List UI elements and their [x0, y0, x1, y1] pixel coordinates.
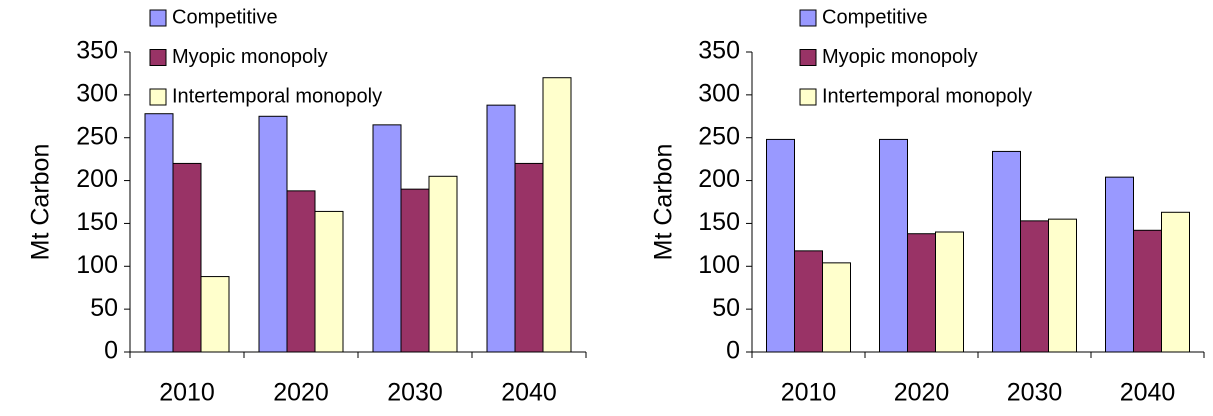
bar: [879, 138, 908, 353]
legend-label: Myopic monopoly: [822, 46, 978, 68]
legend-swatch: [799, 9, 817, 27]
y-tick-label: 150: [698, 208, 740, 236]
y-tick-label: 150: [76, 208, 118, 236]
legend-swatch: [799, 88, 817, 106]
y-tick-label: 50: [90, 294, 118, 322]
y-tick-label: 0: [726, 337, 740, 365]
y-axis-label: Mt Carbon: [27, 144, 55, 261]
y-tick-label: 250: [76, 122, 118, 150]
y-tick-label: 300: [698, 79, 740, 107]
y-tick-label: 100: [76, 251, 118, 279]
bar: [400, 188, 430, 353]
bar: [822, 262, 851, 353]
bar: [907, 233, 936, 353]
bar: [286, 190, 316, 353]
bar: [514, 162, 544, 353]
y-tick-label: 350: [698, 37, 740, 65]
bar: [200, 276, 230, 353]
y-tick-label: 250: [698, 122, 740, 150]
legend-swatch: [149, 9, 167, 27]
y-tick-label: 200: [698, 165, 740, 193]
legend-label: Intertemporal monopoly: [822, 85, 1032, 107]
y-tick-label: 200: [76, 165, 118, 193]
x-tick-label: 2030: [387, 379, 443, 407]
y-tick-label: 100: [698, 251, 740, 279]
bar: [935, 231, 964, 353]
x-tick-label: 2020: [273, 379, 329, 407]
legend-label: Competitive: [822, 6, 928, 28]
y-tick-label: 350: [76, 37, 118, 65]
bar: [258, 115, 288, 353]
bar: [486, 104, 516, 353]
y-tick-label: 0: [104, 337, 118, 365]
bar: [172, 162, 202, 353]
bar: [1133, 229, 1162, 353]
bar: [992, 150, 1021, 353]
legend-swatch: [149, 88, 167, 106]
legend-label: Intertemporal monopoly: [172, 85, 382, 107]
bar: [794, 250, 823, 353]
bar: [372, 124, 402, 353]
bar: [314, 210, 344, 353]
y-axis-label: Mt Carbon: [650, 144, 678, 261]
bar: [1105, 176, 1134, 353]
bar: [1048, 218, 1077, 353]
legend-label: Competitive: [172, 6, 278, 28]
x-tick-label: 2040: [501, 379, 557, 407]
x-tick-label: 2020: [894, 379, 950, 407]
legend-label: Myopic monopoly: [172, 46, 328, 68]
legend-swatch: [799, 49, 817, 66]
bar: [1161, 211, 1190, 353]
y-tick-label: 300: [76, 79, 118, 107]
bar: [766, 138, 795, 353]
y-tick-label: 50: [712, 294, 740, 322]
x-tick-label: 2030: [1007, 379, 1063, 407]
bar: [1020, 220, 1049, 353]
legend-swatch: [149, 49, 167, 66]
bar: [542, 77, 572, 353]
bar: [428, 175, 458, 353]
x-tick-label: 2040: [1120, 379, 1176, 407]
x-tick-label: 2010: [159, 379, 215, 407]
x-tick-label: 2010: [781, 379, 837, 407]
bar: [144, 113, 174, 353]
